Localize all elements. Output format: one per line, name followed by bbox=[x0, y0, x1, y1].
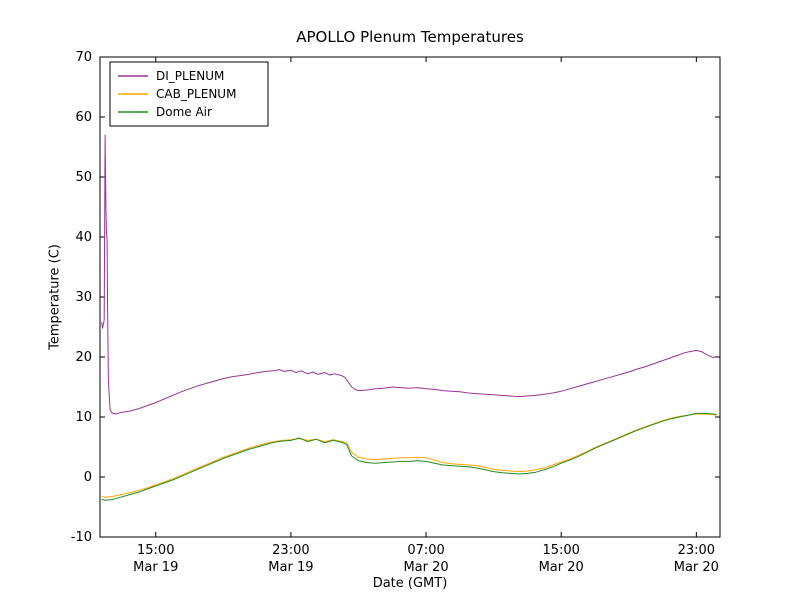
y-tick-label: 50 bbox=[75, 170, 92, 185]
series-cab-plenum bbox=[101, 413, 717, 498]
x-tick-label: 23:00 Mar 19 bbox=[268, 543, 313, 575]
y-tick-label: 70 bbox=[75, 50, 92, 65]
y-tick-label: -10 bbox=[71, 530, 92, 545]
y-tick-label: 10 bbox=[75, 410, 92, 425]
axes-frame bbox=[99, 56, 721, 538]
y-tick-label: 40 bbox=[75, 230, 92, 245]
y-tick-label: 30 bbox=[75, 290, 92, 305]
chart-title: APOLLO Plenum Temperatures bbox=[296, 28, 524, 46]
y-tick-label: 20 bbox=[75, 350, 92, 365]
legend-label-dome-air: Dome Air bbox=[156, 105, 212, 119]
series-dome-air bbox=[101, 412, 717, 501]
series-di-plenum bbox=[101, 134, 717, 415]
x-tick-label: 15:00 Mar 19 bbox=[133, 543, 178, 575]
x-tick-label: 07:00 Mar 20 bbox=[403, 543, 448, 575]
legend: DI_PLENUM CAB_PLENUM Dome Air bbox=[109, 61, 269, 127]
x-tick-label: 23:00 Mar 20 bbox=[674, 543, 719, 575]
legend-label-di-plenum: DI_PLENUM bbox=[156, 69, 224, 83]
x-axis-label: Date (GMT) bbox=[372, 576, 448, 591]
legend-label-cab-plenum: CAB_PLENUM bbox=[156, 87, 236, 101]
y-axis-label: Temperature (C) bbox=[47, 244, 63, 350]
x-tick-label: 15:00 Mar 20 bbox=[539, 543, 584, 575]
y-tick-label: 0 bbox=[84, 470, 92, 485]
y-tick-label: 60 bbox=[75, 110, 92, 125]
